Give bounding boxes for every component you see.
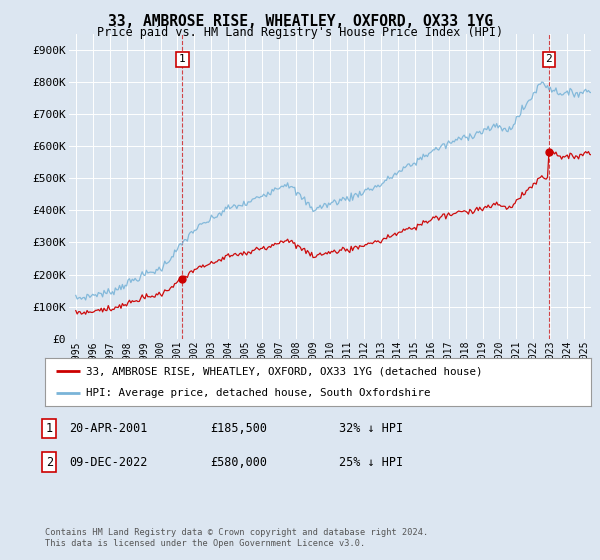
Text: 2: 2 xyxy=(46,455,53,469)
Text: Price paid vs. HM Land Registry's House Price Index (HPI): Price paid vs. HM Land Registry's House … xyxy=(97,26,503,39)
Text: 09-DEC-2022: 09-DEC-2022 xyxy=(69,455,148,469)
Text: 33, AMBROSE RISE, WHEATLEY, OXFORD, OX33 1YG: 33, AMBROSE RISE, WHEATLEY, OXFORD, OX33… xyxy=(107,14,493,29)
Text: 2: 2 xyxy=(545,54,553,64)
Text: 32% ↓ HPI: 32% ↓ HPI xyxy=(339,422,403,435)
Text: Contains HM Land Registry data © Crown copyright and database right 2024.
This d: Contains HM Land Registry data © Crown c… xyxy=(45,528,428,548)
Text: £185,500: £185,500 xyxy=(210,422,267,435)
Text: HPI: Average price, detached house, South Oxfordshire: HPI: Average price, detached house, Sout… xyxy=(86,388,430,398)
Text: 1: 1 xyxy=(46,422,53,435)
Text: 20-APR-2001: 20-APR-2001 xyxy=(69,422,148,435)
Text: 33, AMBROSE RISE, WHEATLEY, OXFORD, OX33 1YG (detached house): 33, AMBROSE RISE, WHEATLEY, OXFORD, OX33… xyxy=(86,366,482,376)
Text: £580,000: £580,000 xyxy=(210,455,267,469)
Text: 25% ↓ HPI: 25% ↓ HPI xyxy=(339,455,403,469)
Text: 1: 1 xyxy=(179,54,186,64)
